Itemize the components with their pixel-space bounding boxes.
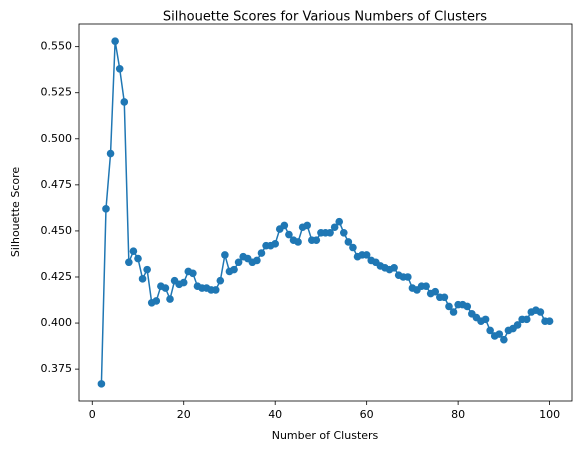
point <box>143 265 151 274</box>
point <box>211 286 220 294</box>
point <box>362 251 371 259</box>
point <box>221 251 229 259</box>
point <box>536 308 545 316</box>
point <box>138 275 147 283</box>
point <box>390 263 398 272</box>
y-tick-label: 0.375 <box>41 362 73 375</box>
point <box>179 278 188 287</box>
point <box>102 205 110 213</box>
point <box>445 302 453 311</box>
point <box>125 258 133 267</box>
y-tick-label: 0.500 <box>41 132 73 145</box>
point <box>500 335 508 344</box>
point <box>422 282 430 291</box>
y-axis-label: Silhouette Score <box>9 167 22 257</box>
point <box>189 269 197 278</box>
point <box>253 256 261 265</box>
point <box>111 37 119 45</box>
point <box>115 64 124 73</box>
point <box>257 249 266 257</box>
y-tick-label: 0.550 <box>41 40 73 53</box>
point <box>440 293 449 302</box>
point <box>97 380 106 388</box>
point <box>312 236 321 244</box>
point <box>134 254 142 263</box>
point <box>303 221 312 230</box>
point <box>522 315 531 324</box>
chart-title: Silhouette Scores for Various Numbers of… <box>163 10 487 25</box>
y-tick-label: 0.450 <box>41 224 73 237</box>
point <box>486 326 494 335</box>
x-tick-label: 60 <box>360 408 374 421</box>
point <box>495 330 504 338</box>
point <box>230 265 238 274</box>
point <box>161 284 170 292</box>
point <box>330 223 339 232</box>
point <box>129 247 138 255</box>
point <box>234 258 243 267</box>
point <box>280 221 289 230</box>
point <box>326 228 334 237</box>
point <box>349 243 357 252</box>
point <box>431 287 440 296</box>
point <box>106 149 115 158</box>
plot-frame <box>78 23 573 402</box>
point <box>344 238 353 246</box>
y-tick-label: 0.425 <box>41 270 73 283</box>
x-tick-label: 0 <box>89 408 96 421</box>
x-tick-label: 20 <box>177 408 191 421</box>
x-tick-label: 80 <box>451 408 465 421</box>
point <box>481 315 490 324</box>
y-tick-label: 0.475 <box>41 178 73 191</box>
point <box>166 295 174 303</box>
point <box>216 276 225 285</box>
point <box>463 302 472 311</box>
point <box>335 217 344 226</box>
point <box>339 228 348 237</box>
point <box>120 98 129 106</box>
line <box>100 41 550 384</box>
y-tick-label: 0.400 <box>41 316 73 329</box>
point <box>449 308 458 316</box>
point <box>404 273 412 281</box>
x-axis-label: Number of Clusters <box>272 429 379 442</box>
point <box>271 240 279 248</box>
point <box>513 321 522 329</box>
point <box>545 317 554 326</box>
x-tick-label: 40 <box>268 408 282 421</box>
x-tick-label: 100 <box>539 408 560 421</box>
point <box>294 238 302 246</box>
point <box>152 297 161 305</box>
y-tick-label: 0.525 <box>41 86 73 99</box>
point <box>285 230 293 239</box>
